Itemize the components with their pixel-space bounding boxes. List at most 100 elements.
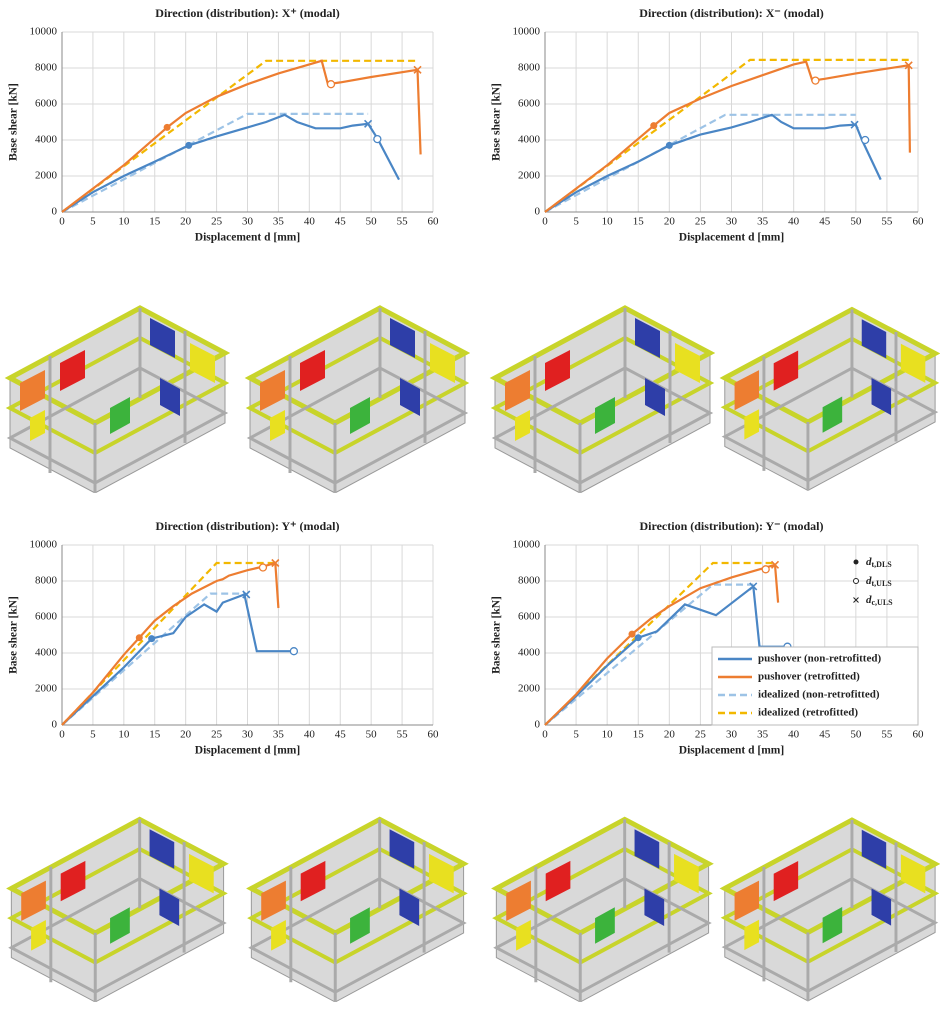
x-axis-label: Displacement d [mm] <box>195 232 300 244</box>
x-tick-label: 50 <box>850 216 862 228</box>
legend-label: pushover (non-retrofitted) <box>758 653 881 665</box>
y-tick-label: 4000 <box>518 134 541 146</box>
y-tick-label: 0 <box>535 206 541 218</box>
x-tick-label: 30 <box>242 216 254 228</box>
building-model <box>10 308 225 493</box>
x-axis-label: Displacement d [mm] <box>195 745 300 757</box>
y-tick-label: 8000 <box>35 62 58 74</box>
y-tick-label: 2000 <box>518 170 541 182</box>
pushover-line <box>62 563 278 725</box>
x-tick-label: 40 <box>304 216 316 228</box>
x-tick-label: 35 <box>757 729 769 741</box>
uls-marker <box>812 77 819 84</box>
x-tick-label: 40 <box>304 729 316 741</box>
idealized-line <box>62 61 418 212</box>
x-tick-label: 50 <box>366 216 378 228</box>
x-tick-label: 20 <box>664 216 676 228</box>
x-tick-label: 25 <box>211 216 223 228</box>
x-tick-label: 45 <box>335 216 347 228</box>
uls-marker <box>327 81 334 88</box>
x-tick-label: 25 <box>695 729 707 741</box>
y-tick-label: 6000 <box>35 98 58 110</box>
dls-marker <box>666 142 673 149</box>
x-tick-label: 25 <box>695 216 707 228</box>
idealized-line <box>62 594 246 725</box>
x-tick-label: 50 <box>366 729 378 741</box>
x-tick-label: 60 <box>428 216 440 228</box>
y-tick-label: 0 <box>52 719 58 731</box>
x-tick-label: 35 <box>273 216 285 228</box>
x-tick-label: 0 <box>59 216 65 228</box>
x-tick-label: 10 <box>602 729 614 741</box>
x-tick-label: 0 <box>542 729 548 741</box>
x-tick-label: 10 <box>118 216 130 228</box>
y-tick-label: 2000 <box>35 683 58 695</box>
dls-marker <box>136 634 143 641</box>
y-tick-label: 8000 <box>35 575 58 587</box>
y-tick-label: 4000 <box>35 134 58 146</box>
x-tick-label: 20 <box>180 729 192 741</box>
y-tick-label: 10000 <box>513 26 541 38</box>
x-tick-label: 0 <box>542 216 548 228</box>
y-axis-label: Base shear [kN] <box>491 83 503 161</box>
y-tick-label: 8000 <box>518 575 541 587</box>
x-tick-label: 15 <box>149 216 161 228</box>
x-tick-label: 15 <box>149 729 161 741</box>
pushover-line <box>62 115 399 212</box>
marker-legend-label: dt,ULS <box>866 575 892 588</box>
pushover-line <box>545 115 881 212</box>
x-axis-label: Displacement d [mm] <box>679 232 784 244</box>
dls-marker <box>164 124 171 131</box>
x-tick-label: 55 <box>881 729 893 741</box>
y-tick-label: 6000 <box>518 98 541 110</box>
pushover-line <box>545 62 910 212</box>
uls-marker <box>259 564 266 571</box>
x-tick-label: 60 <box>913 216 925 228</box>
chart-title: Direction (distribution): Y⁻ (modal) <box>640 519 824 533</box>
x-tick-label: 60 <box>913 729 925 741</box>
x-tick-label: 40 <box>788 729 800 741</box>
building-model <box>11 819 223 1002</box>
idealized-line <box>545 60 909 212</box>
building-model <box>251 819 463 1002</box>
x-tick-label: 5 <box>573 729 579 741</box>
building-model <box>250 308 465 493</box>
y-axis-label: Base shear [kN] <box>8 83 20 161</box>
y-tick-label: 4000 <box>35 647 58 659</box>
idealized-line <box>62 563 275 725</box>
building-model <box>725 820 935 1001</box>
building-model <box>725 309 935 490</box>
x-tick-label: 40 <box>788 216 800 228</box>
x-tick-label: 5 <box>90 729 96 741</box>
y-tick-label: 10000 <box>30 26 58 38</box>
uls-marker <box>290 648 297 655</box>
dls-marker <box>148 635 155 642</box>
uls-marker <box>374 136 381 143</box>
legend-subscript: t,DLS <box>872 560 893 569</box>
y-tick-label: 0 <box>535 719 541 731</box>
building-model <box>496 819 708 1002</box>
x-tick-label: 55 <box>881 216 893 228</box>
y-tick-label: 2000 <box>518 683 541 695</box>
x-tick-label: 55 <box>397 729 409 741</box>
x-tick-label: 10 <box>602 216 614 228</box>
x-tick-label: 45 <box>819 216 831 228</box>
legend-symbol <box>854 579 859 584</box>
dls-marker <box>635 634 642 641</box>
x-axis-label: Displacement d [mm] <box>679 745 784 757</box>
pushover-line <box>62 595 294 726</box>
legend-symbol <box>854 560 859 565</box>
y-tick-label: 2000 <box>35 170 58 182</box>
x-tick-label: 10 <box>118 729 130 741</box>
y-tick-label: 10000 <box>30 539 58 551</box>
x-tick-label: 55 <box>397 216 409 228</box>
dls-marker <box>650 122 657 129</box>
y-tick-label: 6000 <box>35 611 58 623</box>
x-tick-label: 5 <box>90 216 96 228</box>
legend-label: idealized (retrofitted) <box>758 707 858 719</box>
marker-legend-label: dc,ULS <box>866 594 893 607</box>
x-tick-label: 30 <box>726 216 738 228</box>
chart-title: Direction (distribution): X⁻ (modal) <box>639 6 823 20</box>
x-tick-label: 0 <box>59 729 65 741</box>
legend-label: idealized (non-retrofitted) <box>758 689 880 701</box>
